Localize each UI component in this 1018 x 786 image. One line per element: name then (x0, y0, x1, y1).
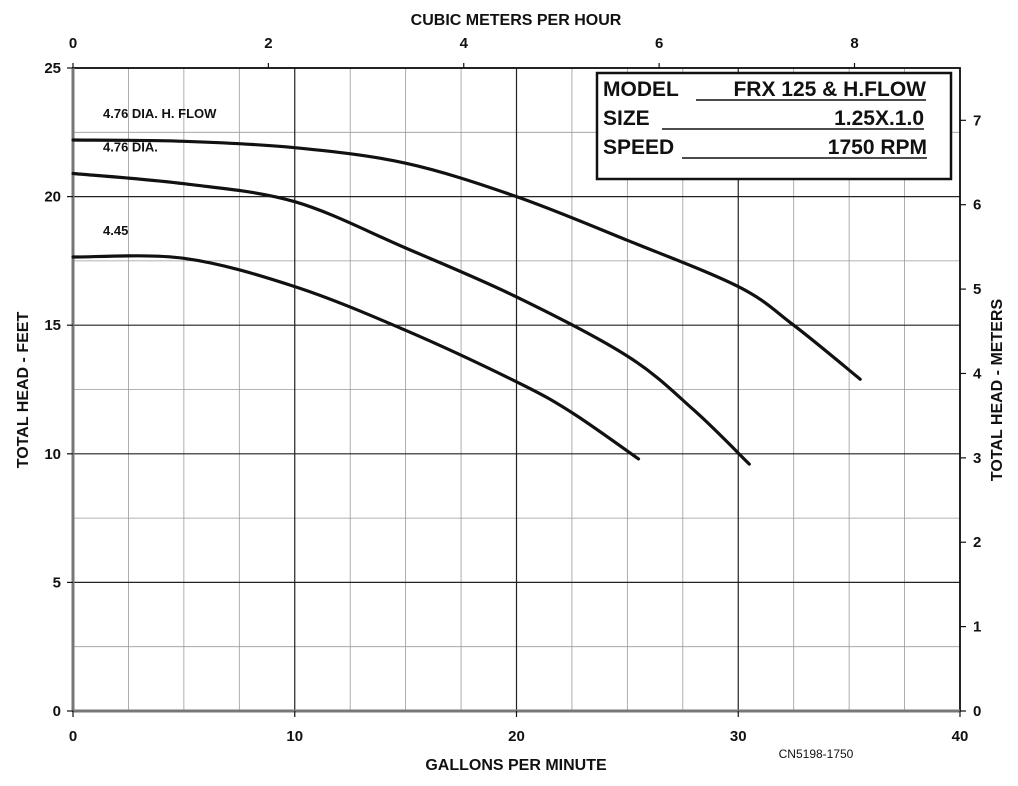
x2-tick-label: 6 (655, 35, 663, 52)
x-tick-label: 10 (286, 728, 303, 745)
x-tick-label: 30 (730, 728, 747, 745)
x2-tick-label: 2 (264, 35, 272, 52)
x2-tick-label: 0 (69, 35, 77, 52)
x-tick-label: 20 (508, 728, 525, 745)
info-size-value: 1.25X.1.0 (834, 107, 924, 130)
y-tick-label: 25 (44, 60, 61, 77)
y2-tick-label: 3 (973, 450, 981, 467)
y-tick-label: 0 (53, 703, 61, 720)
y-tick-label: 10 (44, 446, 61, 463)
curve-label-1: 4.76 DIA. (103, 139, 158, 154)
y-tick-label: 15 (44, 317, 61, 334)
y2-tick-label: 6 (973, 197, 981, 214)
info-speed-label: SPEED (603, 136, 674, 159)
y-tick-label: 5 (53, 574, 61, 591)
y2-tick-label: 2 (973, 534, 981, 551)
x-tick-labels: 0 10 20 30 40 (69, 711, 969, 745)
y2-tick-label: 5 (973, 281, 981, 298)
curve-series-1 (71, 171, 751, 466)
x2-tick-labels: 0 2 4 6 8 (69, 35, 859, 68)
curve-series-0 (71, 138, 862, 381)
info-speed-value: 1750 RPM (828, 136, 927, 159)
x-axis-title: GALLONS PER MINUTE (425, 757, 607, 774)
y-axis-title: TOTAL HEAD - FEET (15, 312, 32, 469)
info-box-border (595, 71, 953, 181)
curves (71, 138, 862, 466)
x2-tick-label: 4 (460, 35, 469, 52)
x2-tick-label: 8 (850, 35, 858, 52)
x-tick-label: 0 (69, 728, 77, 745)
chart-code: CN5198-1750 (779, 747, 854, 761)
y2-tick-labels: 0 1 2 3 4 5 6 7 (960, 112, 982, 720)
curve-labels: 4.76 DIA. H. FLOW 4.76 DIA. 4.45 (103, 106, 217, 238)
y-tick-label: 20 (44, 189, 61, 206)
y2-tick-label: 4 (973, 365, 982, 382)
y2-tick-label: 0 (973, 703, 981, 720)
info-box: MODEL FRX 125 & H.FLOW SIZE 1.25X.1.0 SP… (595, 71, 953, 181)
curve-series-2 (71, 254, 641, 461)
info-model-label: MODEL (603, 78, 679, 101)
info-model-value: FRX 125 & H.FLOW (733, 78, 926, 101)
x2-axis-title: CUBIC METERS PER HOUR (411, 12, 622, 29)
x-tick-label: 40 (952, 728, 969, 745)
curve-label-0: 4.76 DIA. H. FLOW (103, 106, 217, 121)
y-tick-labels: 0 5 10 15 20 25 (44, 60, 73, 720)
info-size-label: SIZE (603, 107, 650, 130)
y2-tick-label: 1 (973, 619, 981, 636)
y2-axis-title: TOTAL HEAD - METERS (989, 299, 1006, 482)
curve-label-2: 4.45 (103, 223, 128, 238)
y2-tick-label: 7 (973, 112, 981, 129)
